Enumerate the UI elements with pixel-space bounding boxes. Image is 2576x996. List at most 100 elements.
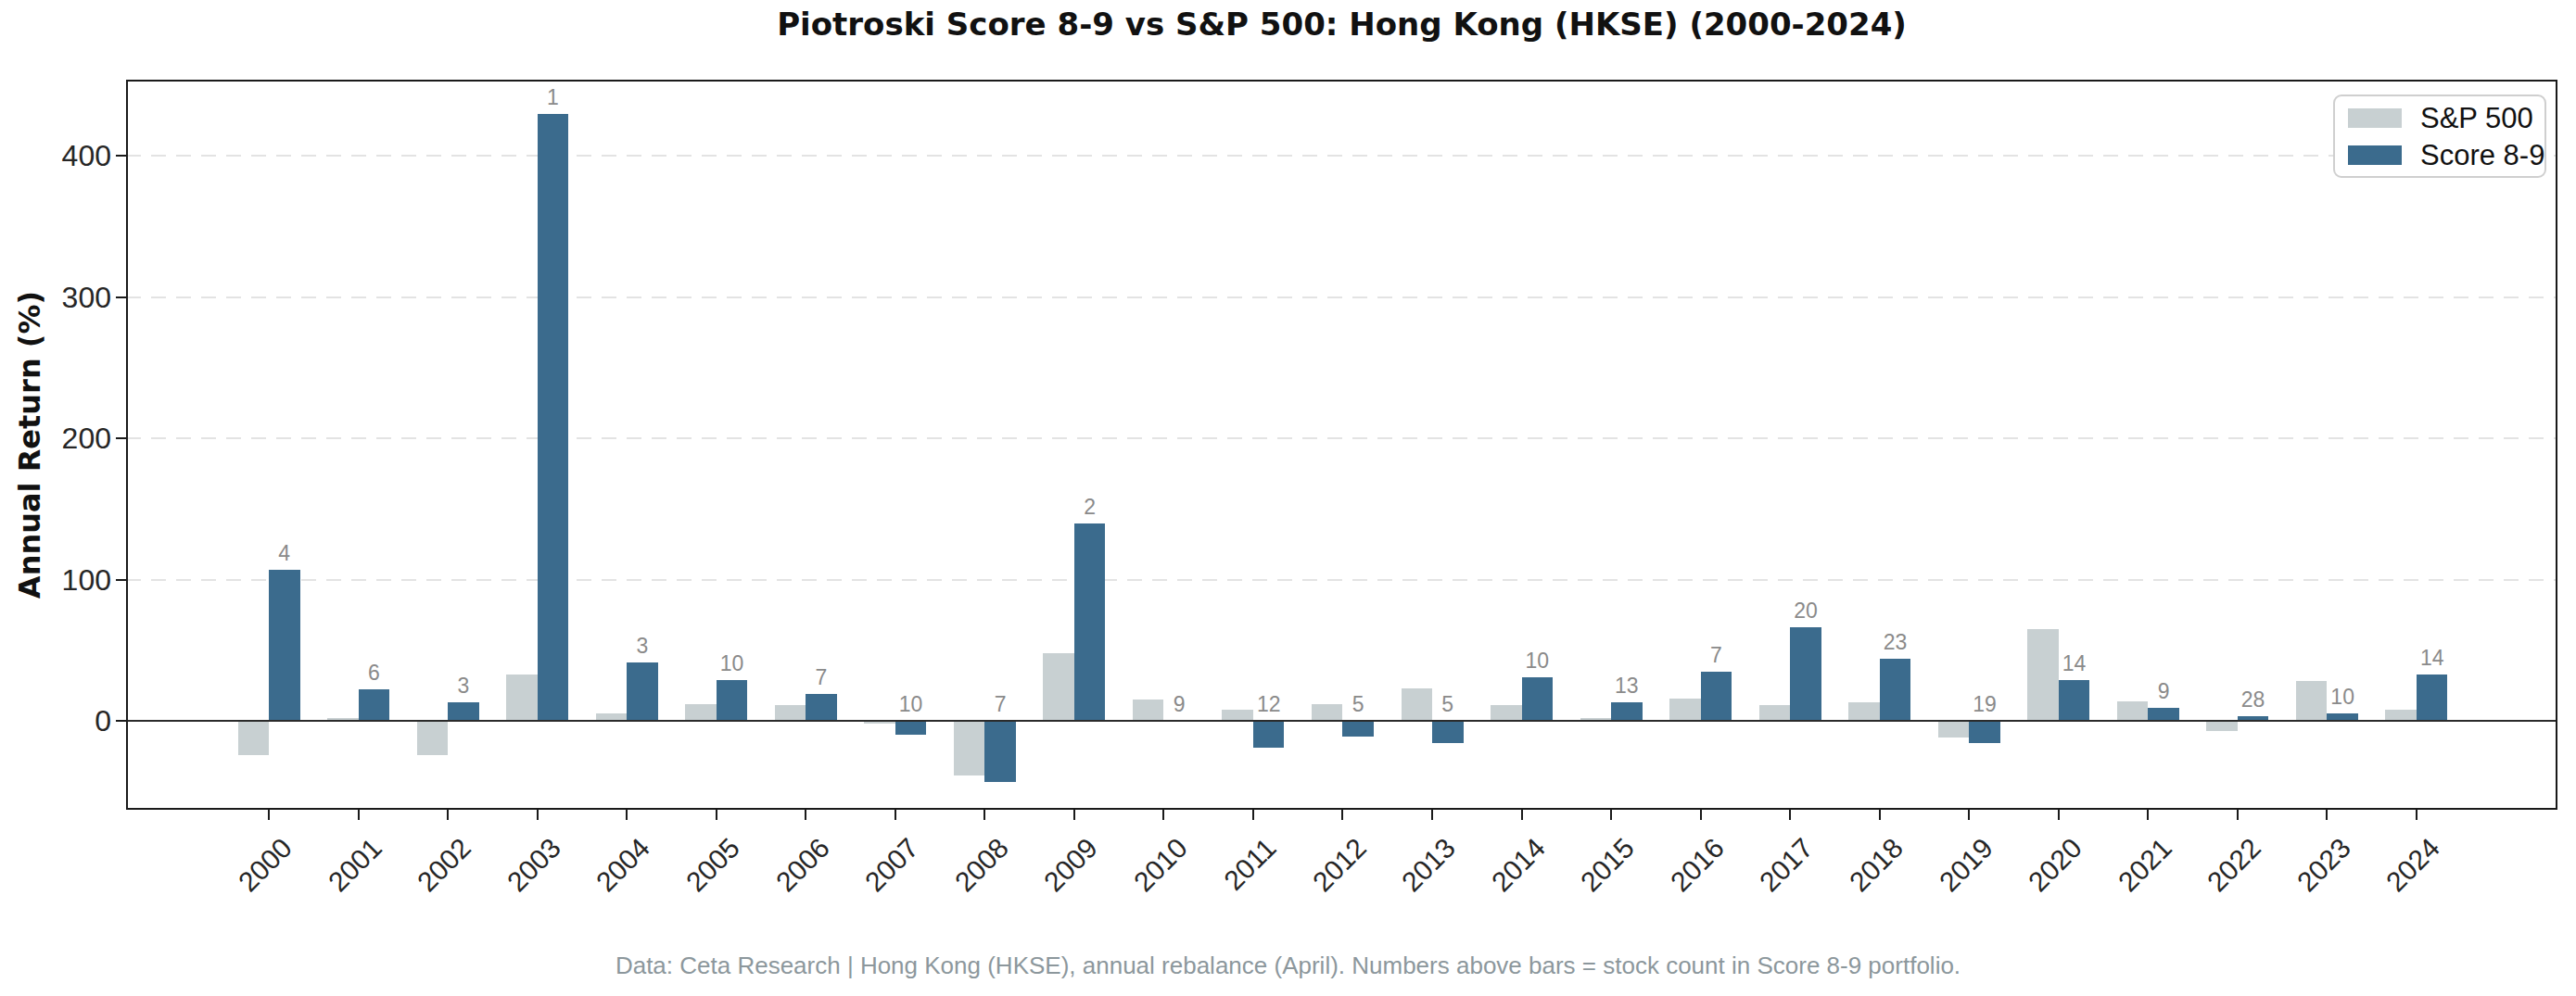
x-tick-mark-2009	[1073, 810, 1075, 820]
y-tick-label-100: 100	[28, 564, 111, 596]
legend-item-score89: Score 8-9	[2348, 141, 2532, 170]
x-tick-mark-2015	[1610, 810, 1612, 820]
bar-count-label-2000: 4	[247, 541, 322, 566]
x-tick-label-2020: 2020	[2023, 832, 2088, 898]
bar-score89-2005	[717, 680, 748, 721]
bar-sp500-2005	[685, 704, 717, 721]
x-tick-label-2012: 2012	[1306, 832, 1372, 898]
x-tick-label-2021: 2021	[2112, 832, 2177, 898]
x-tick-mark-2014	[1521, 810, 1523, 820]
bar-count-label-2017: 20	[1769, 599, 1843, 624]
bar-score89-2011	[1253, 721, 1285, 748]
x-tick-mark-2011	[1252, 810, 1254, 820]
x-tick-label-2022: 2022	[2202, 832, 2267, 898]
x-tick-label-2016: 2016	[1664, 832, 1730, 898]
x-tick-mark-2002	[447, 810, 449, 820]
bar-count-label-2011: 12	[1232, 692, 1306, 717]
zero-line	[127, 720, 2557, 722]
bar-sp500-2002	[417, 721, 449, 755]
bar-score89-2002	[448, 702, 479, 721]
bar-score89-2024	[2417, 675, 2448, 721]
legend-label-score89: Score 8-9	[2420, 141, 2544, 170]
bar-sp500-2009	[1043, 653, 1074, 721]
x-tick-label-2015: 2015	[1575, 832, 1641, 898]
x-tick-mark-2000	[268, 810, 270, 820]
x-tick-label-2013: 2013	[1396, 832, 1462, 898]
x-tick-mark-2001	[358, 810, 360, 820]
bar-count-label-2006: 7	[784, 665, 858, 690]
bar-score89-2013	[1432, 721, 1464, 743]
bar-count-label-2007: 10	[874, 692, 948, 717]
x-tick-mark-2019	[1968, 810, 1970, 820]
bar-score89-2008	[984, 721, 1016, 782]
x-tick-label-2005: 2005	[680, 832, 746, 898]
bar-sp500-2017	[1759, 705, 1791, 721]
bar-score89-2016	[1701, 672, 1732, 721]
x-tick-label-2014: 2014	[1485, 832, 1551, 898]
x-tick-mark-2006	[805, 810, 806, 820]
bar-score89-2012	[1342, 721, 1374, 737]
footer-note: Data: Ceta Research | Hong Kong (HKSE), …	[0, 952, 2576, 980]
y-tick-label-0: 0	[28, 705, 111, 737]
bar-count-label-2009: 2	[1053, 495, 1127, 520]
y-tick-label-400: 400	[28, 140, 111, 171]
bar-count-label-2022: 28	[2216, 687, 2290, 712]
bar-count-label-2015: 13	[1590, 674, 1664, 699]
x-tick-mark-2004	[626, 810, 628, 820]
bar-count-label-2010: 9	[1142, 692, 1216, 717]
bar-score89-2020	[2059, 680, 2090, 721]
bar-sp500-2014	[1491, 705, 1522, 721]
bar-score89-2019	[1969, 721, 2000, 743]
x-tick-label-2006: 2006	[769, 832, 835, 898]
x-tick-label-2010: 2010	[1127, 832, 1193, 898]
y-tick-label-200: 200	[28, 422, 111, 454]
x-tick-label-2002: 2002	[412, 832, 477, 898]
x-tick-mark-2013	[1431, 810, 1433, 820]
y-tick-mark-400	[116, 155, 126, 157]
x-tick-mark-2020	[2058, 810, 2060, 820]
bar-count-label-2005: 10	[694, 651, 768, 676]
y-tick-mark-300	[116, 296, 126, 298]
x-tick-label-2023: 2023	[2290, 832, 2356, 898]
chart-title: Piotroski Score 8-9 vs S&P 500: Hong Kon…	[126, 6, 2557, 43]
gridline-200	[126, 437, 2557, 439]
bar-score89-2001	[359, 689, 390, 721]
y-tick-label-300: 300	[28, 282, 111, 313]
bar-count-label-2004: 3	[605, 634, 679, 659]
x-tick-mark-2024	[2416, 810, 2417, 820]
x-tick-mark-2005	[716, 810, 717, 820]
bar-count-label-2013: 5	[1411, 692, 1485, 717]
x-tick-label-2017: 2017	[1754, 832, 1820, 898]
bar-score89-2000	[269, 570, 300, 721]
bar-sp500-2003	[506, 675, 538, 721]
bar-sp500-2016	[1669, 699, 1701, 721]
bar-sp500-2008	[954, 721, 985, 775]
x-tick-mark-2016	[1700, 810, 1702, 820]
x-tick-label-2007: 2007	[859, 832, 925, 898]
bar-count-label-2002: 3	[426, 674, 501, 699]
x-tick-label-2011: 2011	[1218, 832, 1283, 897]
bar-sp500-2019	[1938, 721, 1970, 738]
bar-count-label-2016: 7	[1679, 643, 1753, 668]
bar-sp500-2000	[238, 721, 270, 755]
x-tick-label-2009: 2009	[1038, 832, 1104, 898]
x-tick-mark-2010	[1162, 810, 1164, 820]
x-tick-mark-2018	[1879, 810, 1881, 820]
x-tick-mark-2008	[983, 810, 985, 820]
bar-score89-2018	[1880, 659, 1911, 721]
bar-count-label-2018: 23	[1858, 630, 1932, 655]
x-tick-mark-2017	[1789, 810, 1791, 820]
legend-swatch-score89-icon	[2348, 145, 2402, 165]
x-tick-label-2003: 2003	[501, 832, 566, 898]
x-tick-label-2001: 2001	[322, 832, 387, 898]
x-tick-label-2000: 2000	[233, 832, 298, 898]
x-tick-mark-2021	[2147, 810, 2149, 820]
y-tick-mark-200	[116, 437, 126, 439]
bar-count-label-2021: 9	[2126, 679, 2201, 704]
bar-count-label-2008: 7	[963, 692, 1037, 717]
x-tick-mark-2012	[1341, 810, 1343, 820]
x-tick-label-2024: 2024	[2380, 832, 2446, 898]
bar-count-label-2023: 10	[2305, 685, 2379, 710]
gridline-400	[126, 155, 2557, 157]
gridline-100	[126, 579, 2557, 581]
